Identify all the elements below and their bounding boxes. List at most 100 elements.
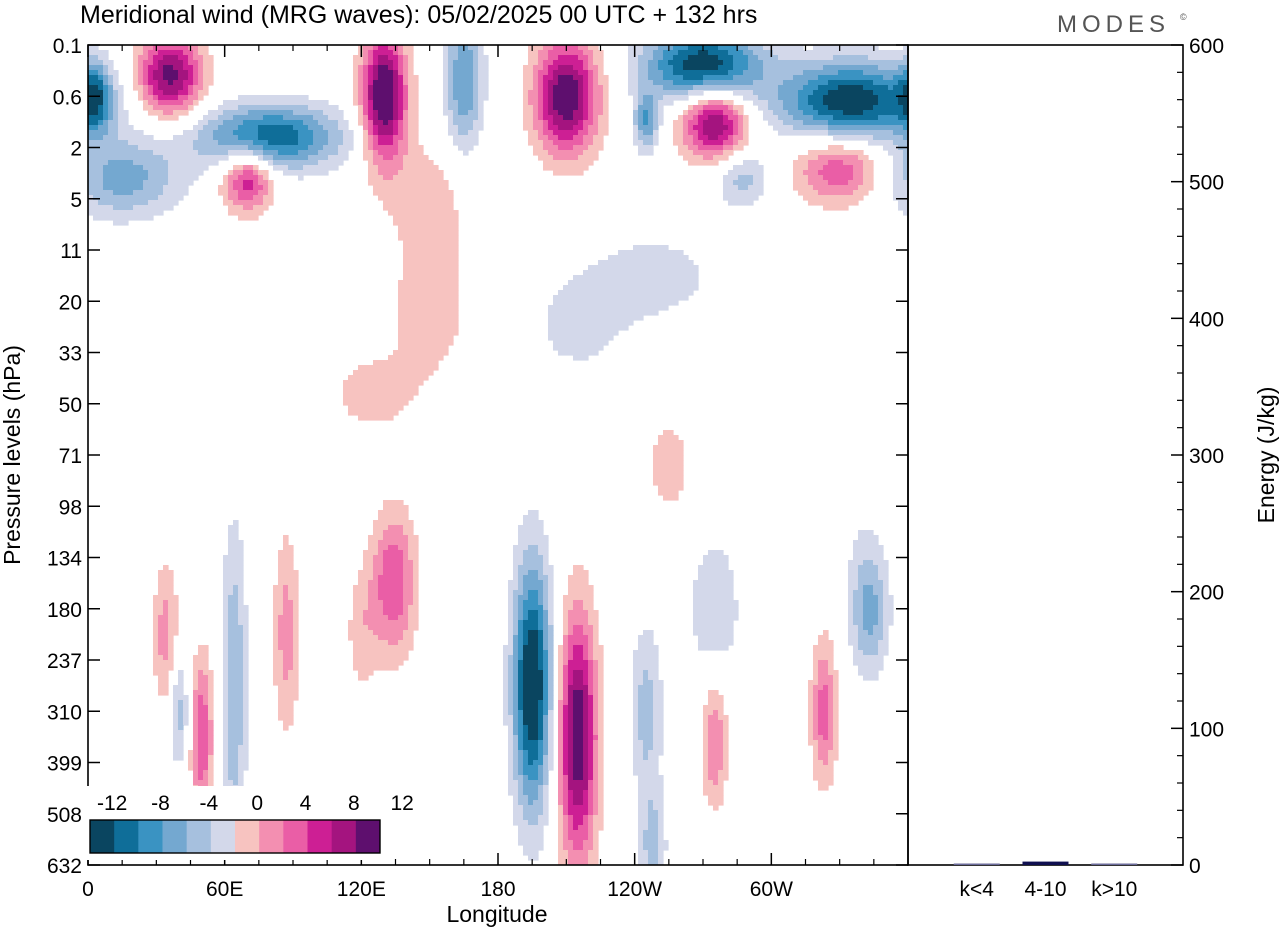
heatmap-cell bbox=[593, 655, 604, 661]
heatmap-cell bbox=[513, 795, 519, 801]
heatmap-cell bbox=[638, 840, 644, 846]
heatmap-cell bbox=[153, 635, 159, 641]
heatmap-cell bbox=[408, 535, 419, 541]
heatmap-cell bbox=[808, 680, 819, 686]
heatmap-cell bbox=[153, 605, 164, 611]
heatmap-cell bbox=[663, 85, 694, 91]
heatmap-cell bbox=[398, 115, 404, 121]
heatmap-cell bbox=[138, 95, 144, 101]
heatmap-cell bbox=[708, 765, 724, 771]
heatmap-cell bbox=[458, 50, 474, 56]
heatmap-cell bbox=[108, 70, 119, 76]
heatmap-cell bbox=[473, 65, 479, 71]
heatmap-cell bbox=[813, 675, 819, 681]
heatmap-cell bbox=[363, 555, 374, 561]
heatmap-cell bbox=[388, 525, 404, 531]
heatmap-cell bbox=[528, 590, 539, 596]
heatmap-cell bbox=[153, 60, 159, 66]
heatmap-cell bbox=[398, 330, 459, 336]
heatmap-cell bbox=[363, 45, 374, 51]
heatmap-cell bbox=[893, 130, 908, 136]
heatmap-cell bbox=[153, 615, 159, 621]
heatmap-cell bbox=[903, 90, 908, 96]
heatmap-cell bbox=[403, 240, 459, 246]
heatmap-cell bbox=[583, 90, 589, 96]
heatmap-cell bbox=[408, 90, 419, 96]
heatmap-cell bbox=[598, 725, 604, 731]
heatmap-cell bbox=[573, 790, 584, 796]
heatmap-cell bbox=[98, 55, 109, 61]
energy-tick-label: 200 bbox=[1189, 582, 1224, 605]
heatmap-cell bbox=[878, 605, 884, 611]
heatmap-cell bbox=[443, 60, 449, 66]
heatmap-cell bbox=[373, 60, 379, 66]
heatmap-cell bbox=[518, 715, 524, 721]
heatmap-cell bbox=[638, 110, 644, 116]
heatmap-cell bbox=[398, 105, 404, 111]
heatmap-cell bbox=[593, 755, 599, 761]
heatmap-cell bbox=[593, 720, 599, 726]
heatmap-cell bbox=[588, 105, 594, 111]
heatmap-cell bbox=[853, 610, 864, 616]
heatmap-cell bbox=[208, 110, 224, 116]
heatmap-cell bbox=[403, 110, 409, 116]
heatmap-cell bbox=[868, 630, 874, 636]
heatmap-cell bbox=[883, 595, 894, 601]
heatmap-cell bbox=[283, 605, 294, 611]
heatmap-cell bbox=[198, 675, 209, 681]
heatmap-cell bbox=[593, 815, 604, 821]
heatmap-cell bbox=[718, 775, 729, 781]
heatmap-cell bbox=[168, 615, 179, 621]
heatmap-cell bbox=[353, 655, 409, 661]
heatmap-cell bbox=[373, 565, 384, 571]
heatmap-cell bbox=[643, 140, 654, 146]
heatmap-cell bbox=[863, 560, 874, 566]
heatmap-cell bbox=[403, 525, 414, 531]
energy-tick-label: 500 bbox=[1189, 172, 1224, 195]
heatmap-cell bbox=[558, 760, 564, 766]
heatmap-cell bbox=[543, 600, 549, 606]
heatmap-cell bbox=[583, 645, 589, 651]
heatmap-cell bbox=[343, 390, 419, 396]
heatmap-cell bbox=[693, 610, 739, 616]
heatmap-cell bbox=[513, 645, 519, 651]
heatmap-cell bbox=[223, 645, 229, 651]
energy-bar bbox=[1022, 861, 1069, 865]
heatmap-cell bbox=[583, 85, 589, 91]
heatmap-cell bbox=[583, 735, 589, 741]
heatmap-cell bbox=[158, 620, 169, 626]
heatmap-cell bbox=[833, 745, 839, 751]
heatmap-cell bbox=[818, 640, 834, 646]
heatmap-cell bbox=[523, 640, 529, 646]
heatmap-cell bbox=[868, 55, 904, 61]
heatmap-cell bbox=[448, 55, 459, 61]
heatmap-cell bbox=[828, 705, 834, 711]
heatmap-cell bbox=[443, 90, 449, 96]
heatmap-cell bbox=[878, 65, 899, 71]
heatmap-cell bbox=[548, 750, 554, 756]
heatmap-cell bbox=[378, 130, 394, 136]
heatmap-cell bbox=[548, 720, 554, 726]
heatmap-cell bbox=[98, 110, 104, 116]
heatmap-cell bbox=[563, 780, 569, 786]
heatmap-cell bbox=[503, 645, 514, 651]
heatmap-cell bbox=[108, 120, 119, 126]
heatmap-cell bbox=[673, 120, 684, 126]
heatmap-cell bbox=[253, 205, 269, 211]
heatmap-cell bbox=[518, 705, 524, 711]
heatmap-cell bbox=[503, 690, 509, 696]
heatmap-cell bbox=[448, 95, 454, 101]
heatmap-cell bbox=[203, 115, 219, 121]
heatmap-cell bbox=[703, 80, 754, 86]
heatmap-cell bbox=[898, 100, 908, 106]
heatmap-cell bbox=[548, 590, 554, 596]
heatmap-cell bbox=[743, 160, 759, 166]
heatmap-cell bbox=[708, 695, 724, 701]
heatmap-cell bbox=[518, 670, 524, 676]
heatmap-cell bbox=[518, 770, 524, 776]
heatmap-cell bbox=[583, 670, 589, 676]
heatmap-cell bbox=[638, 135, 654, 141]
heatmap-cell bbox=[593, 690, 599, 696]
heatmap-cell bbox=[813, 705, 819, 711]
heatmap-cell bbox=[763, 110, 774, 116]
